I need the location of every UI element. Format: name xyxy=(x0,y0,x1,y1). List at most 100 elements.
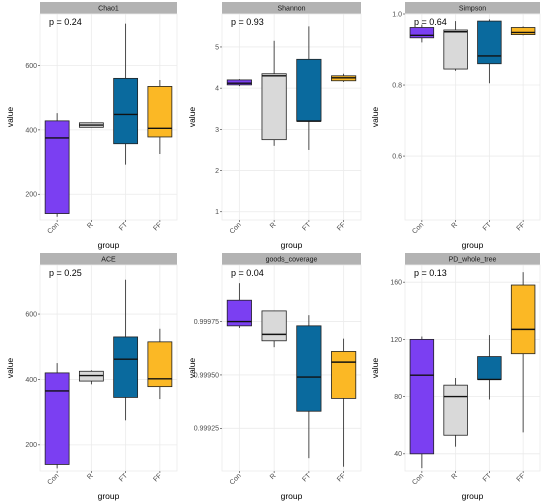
y-tick-label: 600 xyxy=(25,63,37,70)
x-tick-label: FT xyxy=(118,472,130,484)
y-axis-title: value xyxy=(370,358,380,379)
panel-title: Shannon xyxy=(277,6,305,13)
y-tick-label: 0.8 xyxy=(392,82,402,89)
x-tick-label: R xyxy=(269,221,278,230)
p-value-annotation: p = 0.13 xyxy=(414,268,447,278)
y-tick-label: 120 xyxy=(390,337,402,344)
x-axis-title: group xyxy=(462,491,484,501)
y-tick-label: 200 xyxy=(25,442,37,449)
x-tick-label: R xyxy=(451,472,460,481)
panel-strip xyxy=(222,2,361,14)
panel-pd-whole-tree: PD_whole_tree 40 80 120 160 Con R FT FF p = 0.13 g… xyxy=(370,253,541,501)
x-axis-title: group xyxy=(281,240,303,250)
box-ff xyxy=(147,86,173,138)
box-ft xyxy=(113,77,139,145)
x-tick-label: R xyxy=(269,472,278,481)
y-tick-label: 400 xyxy=(25,127,37,134)
y-tick-label: 4 xyxy=(215,86,219,93)
y-tick-label: 5 xyxy=(215,44,219,51)
box-r xyxy=(261,310,287,342)
panel-ace: ACE 200 400 600 Con R FT FF p = 0.25 group value xyxy=(5,253,178,501)
x-tick-label: FF xyxy=(516,472,527,483)
panel-strip xyxy=(405,2,540,14)
p-value-annotation: p = 0.04 xyxy=(231,268,264,278)
panel-title: Chao1 xyxy=(98,6,119,13)
x-axis-title: group xyxy=(98,491,120,501)
box-con xyxy=(409,27,435,39)
x-tick-label: FT xyxy=(482,472,494,484)
panel-simpson: Simpson 0.6 0.8 1.0 Con R FT FF p = 0.64 group val… xyxy=(370,2,541,250)
y-axis-title: value xyxy=(370,107,380,128)
x-axis-title: group xyxy=(462,240,484,250)
box-ft xyxy=(477,20,502,65)
y-axis-title: value xyxy=(187,107,197,128)
panel-chao1: Chao1 200 400 600 Con R FT FF p = 0.24 group value xyxy=(5,2,178,250)
y-tick-label: 600 xyxy=(25,311,37,318)
box-ff xyxy=(510,27,536,35)
x-tick-label: Con xyxy=(411,472,425,486)
box-ft xyxy=(296,58,322,122)
y-tick-label: 80 xyxy=(394,394,402,401)
panel-title: Simpson xyxy=(459,6,486,13)
y-tick-label: 0.99925 xyxy=(194,426,219,433)
y-axis-title: value xyxy=(187,358,197,379)
panel-shannon: Shannon 1 2 3 4 5 Con R FT FF p = 0.93 group value xyxy=(187,2,362,250)
y-axis-title: value xyxy=(5,358,15,379)
box-ft xyxy=(477,356,502,380)
x-tick-label: FF xyxy=(336,472,347,483)
p-value-annotation: p = 0.24 xyxy=(49,17,82,27)
panel-title: PD_whole_tree xyxy=(449,257,497,264)
box-ft xyxy=(113,336,139,398)
x-tick-label: Con xyxy=(47,472,61,486)
panel-title: ACE xyxy=(101,257,116,264)
p-value-annotation: p = 0.93 xyxy=(231,17,264,27)
x-tick-label: FF xyxy=(152,472,163,483)
panel-strip xyxy=(40,253,177,265)
y-tick-label: 40 xyxy=(394,451,402,458)
box-ff xyxy=(331,351,357,399)
plot-area xyxy=(404,13,541,221)
panel-strip xyxy=(405,253,540,265)
p-value-annotation: p = 0.25 xyxy=(49,268,82,278)
x-tick-label: FT xyxy=(118,221,130,233)
x-tick-label: FT xyxy=(301,472,313,484)
x-tick-label: Con xyxy=(229,221,243,235)
y-tick-label: 1 xyxy=(215,209,219,216)
box-ff xyxy=(147,341,173,388)
x-axis-title: group xyxy=(281,491,303,501)
x-tick-label: R xyxy=(86,221,95,230)
box-r xyxy=(443,29,468,70)
panel-title: goods_coverage xyxy=(266,257,318,264)
box-con xyxy=(409,338,435,455)
x-tick-label: Con xyxy=(229,472,243,486)
box-con xyxy=(44,120,70,214)
y-tick-label: 0.99975 xyxy=(194,319,219,326)
box-con xyxy=(44,372,70,465)
x-axis-title: group xyxy=(98,240,120,250)
y-axis-title: value xyxy=(5,107,15,128)
x-tick-label: R xyxy=(451,221,460,230)
y-tick-label: 160 xyxy=(390,280,402,287)
panel-strip xyxy=(222,253,361,265)
box-r xyxy=(261,73,287,141)
y-tick-label: 3 xyxy=(215,127,219,134)
y-tick-label: 1.0 xyxy=(392,11,402,18)
x-tick-label: FF xyxy=(336,221,347,232)
p-value-annotation: p = 0.64 xyxy=(414,17,447,27)
panel-strip xyxy=(40,2,177,14)
x-tick-label: Con xyxy=(47,221,61,235)
x-tick-label: FT xyxy=(301,221,313,233)
x-tick-label: Con xyxy=(411,221,425,235)
y-tick-label: 0.99950 xyxy=(194,372,219,379)
x-tick-label: R xyxy=(86,472,95,481)
plot-area xyxy=(221,13,362,221)
y-tick-label: 0.6 xyxy=(392,153,402,160)
y-tick-label: 400 xyxy=(25,377,37,384)
x-tick-label: FF xyxy=(516,221,527,232)
box-r xyxy=(443,384,468,436)
x-tick-label: FF xyxy=(152,221,163,232)
x-tick-label: FT xyxy=(482,221,494,233)
y-tick-label: 200 xyxy=(25,192,37,199)
y-tick-label: 2 xyxy=(215,168,219,175)
